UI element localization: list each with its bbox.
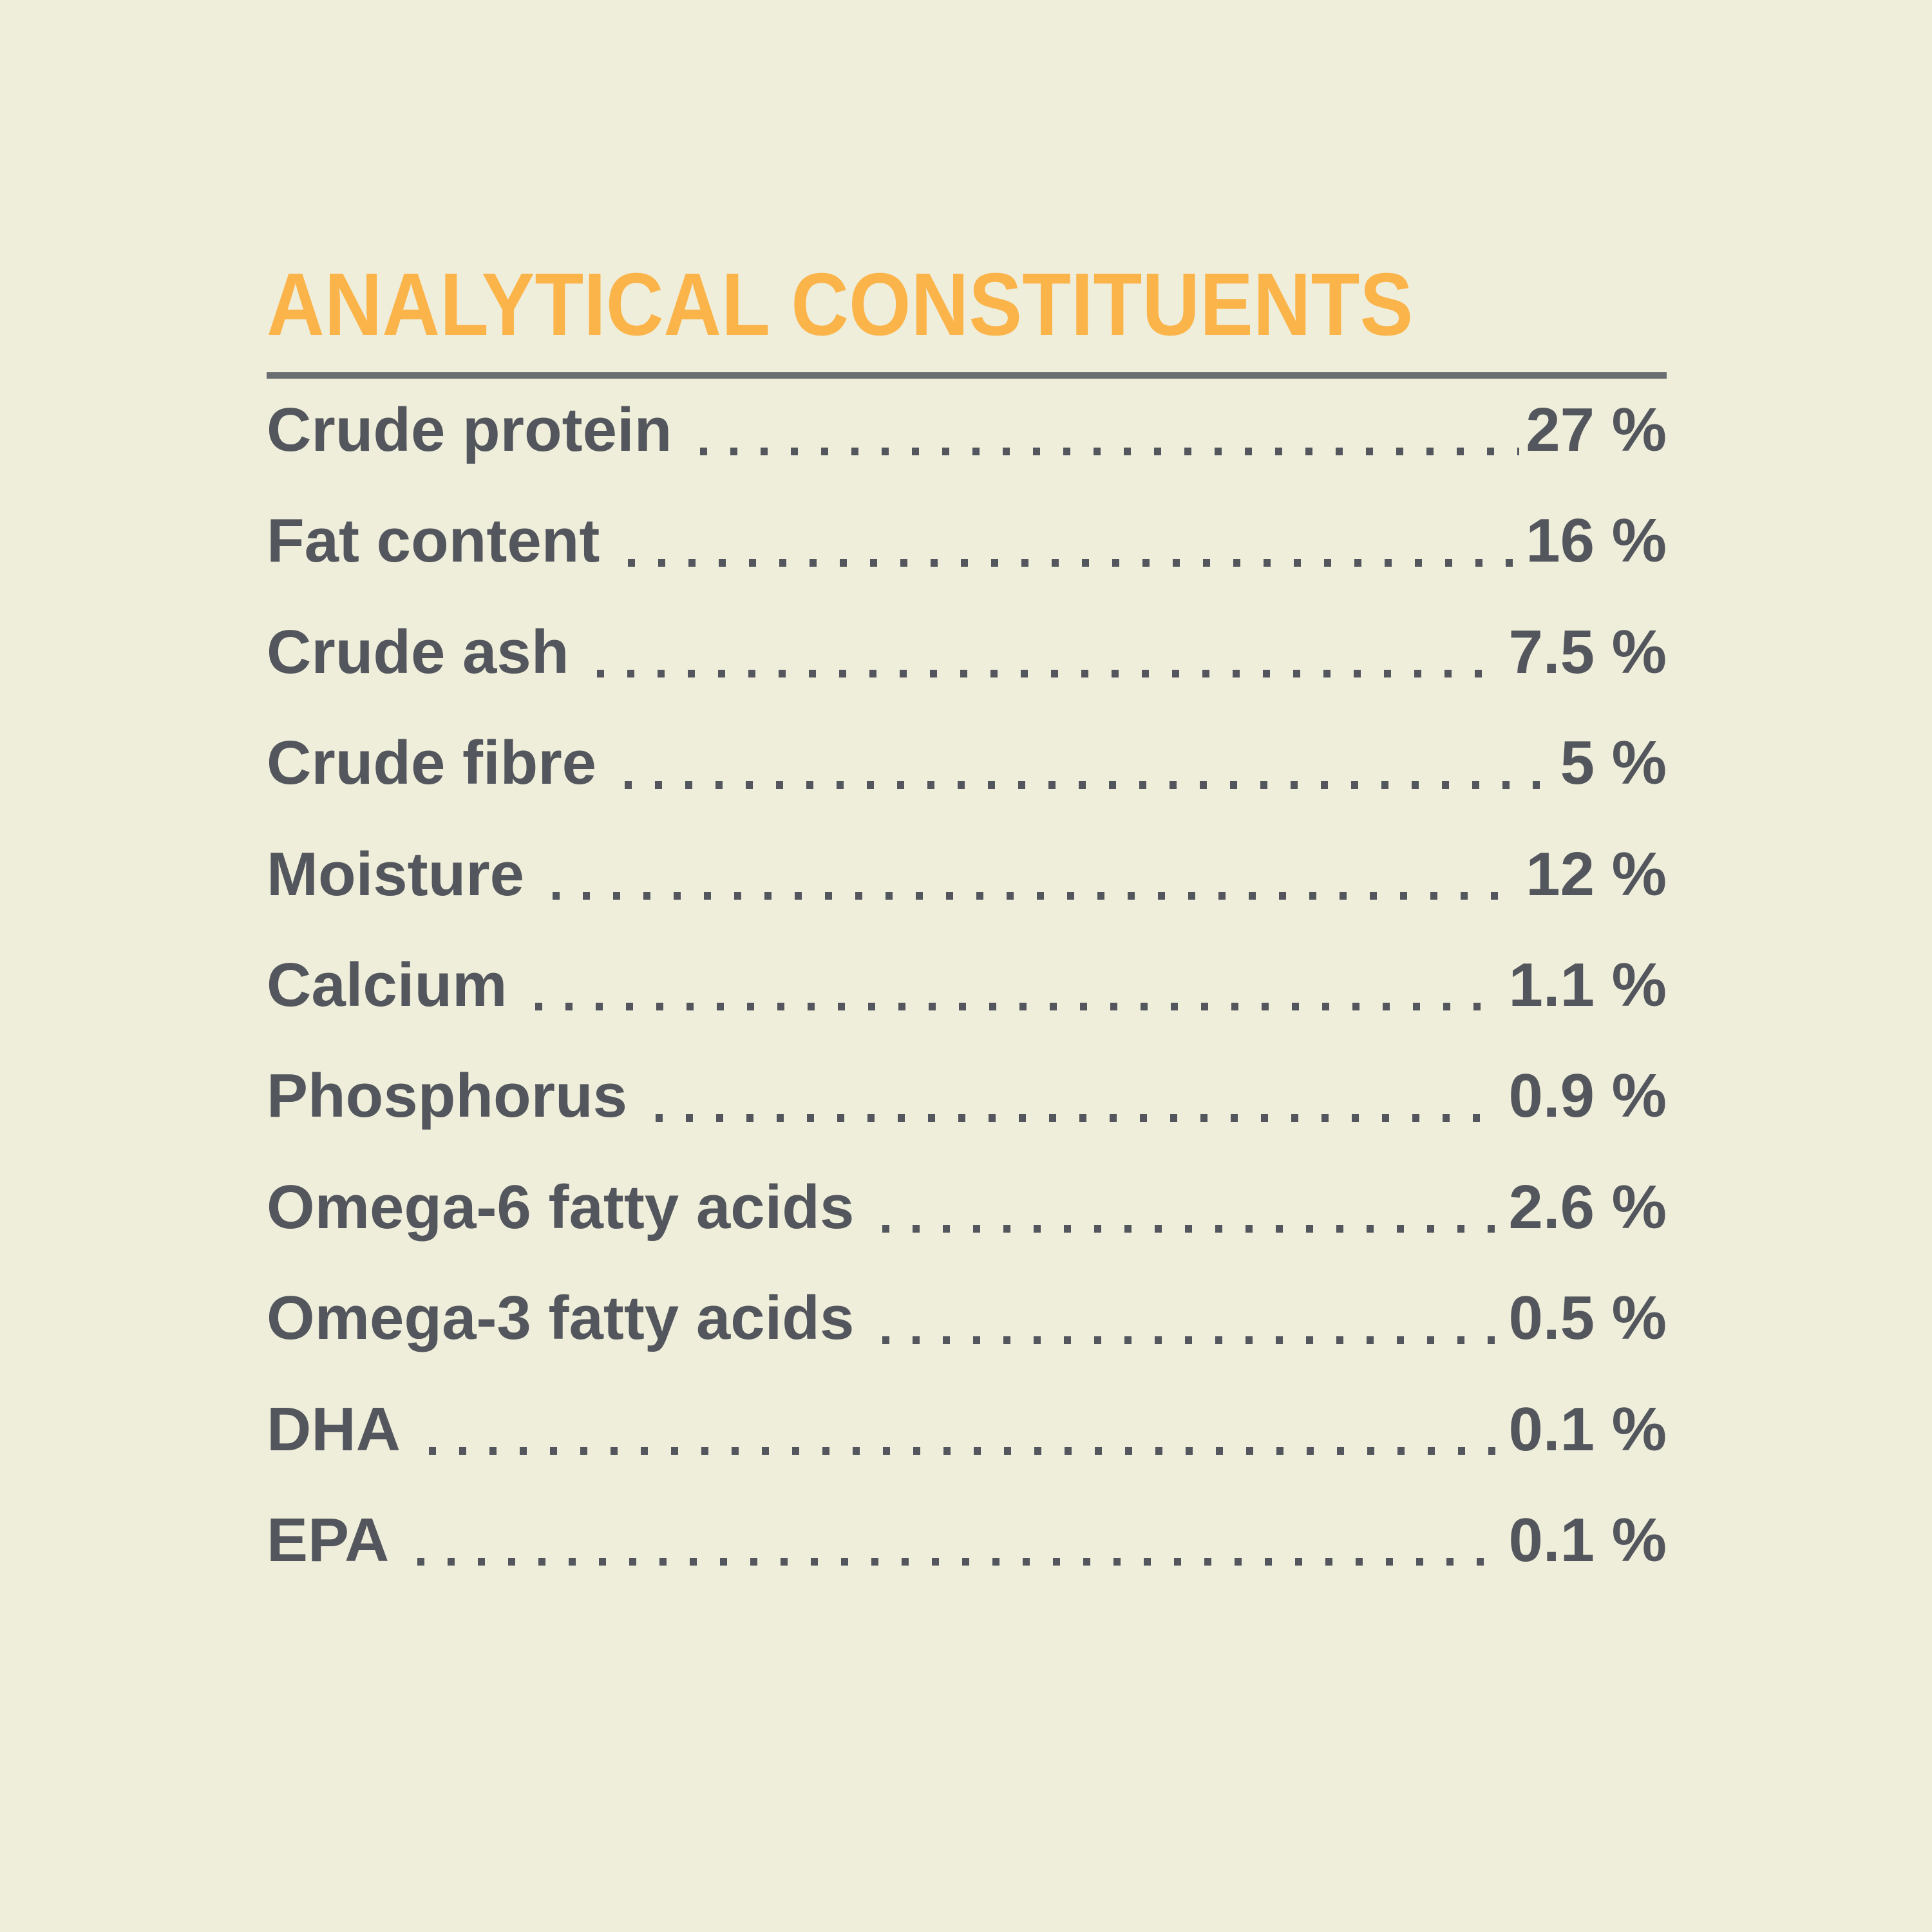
analytical-constituents-panel: ANALYTICAL CONSTITUENTS Crude protein 27…: [267, 0, 1667, 1576]
dot-leader: [656, 1113, 1502, 1122]
nutrient-value: 0.5 %: [1508, 1283, 1667, 1353]
dot-leader: [700, 448, 1520, 456]
nutrient-label: DHA: [267, 1394, 401, 1464]
nutrient-value: 12 %: [1526, 839, 1667, 909]
nutrient-row: Calcium 1.1 %: [267, 950, 1667, 1021]
dot-leader: [597, 670, 1502, 678]
dot-leader: [882, 1225, 1502, 1233]
nutrient-label: Omega-6 fatty acids: [267, 1172, 855, 1242]
dot-leader: [882, 1336, 1502, 1344]
dot-leader: [535, 1003, 1502, 1011]
nutrient-label: Calcium: [267, 950, 507, 1019]
dot-leader: [417, 1558, 1502, 1566]
nutrient-row: Moisture 12 %: [267, 839, 1667, 910]
nutrient-label: Omega-3 fatty acids: [267, 1283, 855, 1353]
nutrient-value: 0.1 %: [1508, 1394, 1667, 1464]
nutrient-label: Crude ash: [267, 617, 569, 687]
nutrient-row: Crude fibre 5 %: [267, 728, 1667, 799]
nutrient-label: Moisture: [267, 839, 525, 909]
nutrient-row: Fat content 16 %: [267, 506, 1667, 576]
page-title: ANALYTICAL CONSTITUENTS: [267, 255, 1414, 354]
nutrient-value: 0.1 %: [1508, 1505, 1667, 1575]
nutrient-label: Fat content: [267, 506, 600, 576]
nutrient-row: Phosphorus 0.9 %: [267, 1061, 1667, 1132]
nutrient-label: Crude fibre: [267, 728, 597, 798]
nutrient-value: 0.9 %: [1508, 1061, 1667, 1131]
nutrient-label: Phosphorus: [267, 1061, 628, 1131]
nutrient-value: 7.5 %: [1508, 617, 1667, 687]
nutrient-row: Crude protein 27 %: [267, 395, 1667, 466]
nutrient-value: 2.6 %: [1508, 1172, 1667, 1242]
nutrient-value: 1.1 %: [1508, 950, 1667, 1019]
nutrient-table: Crude protein 27 % Fat content 16 % Crud…: [267, 395, 1667, 1576]
nutrient-row: Omega-3 fatty acids 0.5 %: [267, 1283, 1667, 1354]
nutrient-row: DHA 0.1 %: [267, 1394, 1667, 1465]
dot-leader: [625, 781, 1554, 789]
nutrient-value: 5 %: [1560, 728, 1667, 798]
dot-leader: [628, 558, 1520, 567]
dot-leader: [428, 1446, 1502, 1455]
nutrient-value: 27 %: [1526, 395, 1667, 464]
nutrient-row: Crude ash 7.5 %: [267, 617, 1667, 688]
nutrient-row: Omega-6 fatty acids 2.6 %: [267, 1172, 1667, 1243]
nutrient-label: EPA: [267, 1505, 390, 1575]
nutrient-value: 16 %: [1526, 506, 1667, 576]
nutrient-row: EPA 0.1 %: [267, 1505, 1667, 1576]
dot-leader: [553, 891, 1520, 900]
nutrient-label: Crude protein: [267, 395, 672, 464]
title-underline: [267, 372, 1667, 379]
